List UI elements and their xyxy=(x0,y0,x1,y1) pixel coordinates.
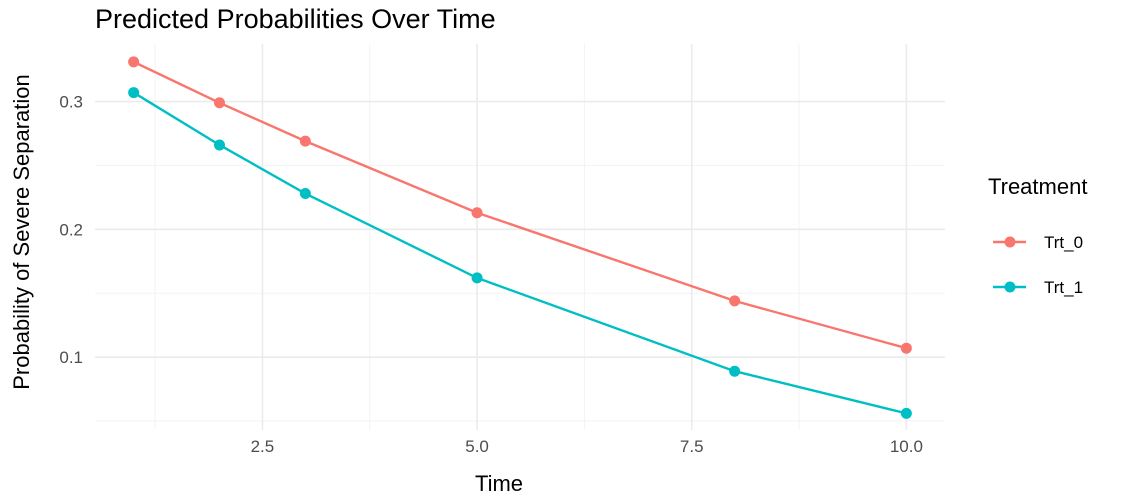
legend-title: Treatment xyxy=(988,174,1087,199)
x-axis-ticks: 2.5 5.0 7.5 10.0 xyxy=(251,437,923,456)
legend: Treatment Trt_0 Trt_1 xyxy=(988,174,1087,297)
x-tick-label: 7.5 xyxy=(680,437,704,456)
legend-point-key xyxy=(1004,236,1016,248)
legend-item: Trt_1 xyxy=(993,278,1083,297)
data-point xyxy=(128,87,140,99)
data-point xyxy=(128,56,140,68)
y-tick-label: 0.2 xyxy=(59,220,83,239)
y-axis-ticks: 0.1 0.2 0.3 xyxy=(59,93,83,368)
legend-label: Trt_0 xyxy=(1044,233,1083,252)
series-Trt_1 xyxy=(128,87,912,419)
data-point xyxy=(729,295,741,307)
data-point xyxy=(900,342,912,354)
y-tick-label: 0.3 xyxy=(59,93,83,112)
data-point xyxy=(213,97,225,109)
legend-items: Trt_0 Trt_1 xyxy=(993,233,1083,297)
y-tick-label: 0.1 xyxy=(59,348,83,367)
legend-item: Trt_0 xyxy=(993,233,1083,252)
series-Trt_0 xyxy=(128,56,912,354)
data-point xyxy=(471,207,483,219)
x-axis-title: Time xyxy=(475,471,523,496)
series-group xyxy=(128,56,912,419)
data-point xyxy=(213,139,225,151)
data-point xyxy=(900,407,912,419)
x-tick-label: 2.5 xyxy=(251,437,275,456)
chart-title: Predicted Probabilities Over Time xyxy=(95,4,496,34)
y-axis-title: Probability of Severe Separation xyxy=(9,74,34,390)
data-point xyxy=(299,135,311,147)
series-line xyxy=(133,60,907,350)
series-line xyxy=(133,91,907,415)
x-tick-label: 5.0 xyxy=(465,437,489,456)
legend-label: Trt_1 xyxy=(1044,278,1083,297)
legend-point-key xyxy=(1004,281,1016,293)
data-point xyxy=(729,365,741,377)
x-tick-label: 10.0 xyxy=(890,437,923,456)
data-point xyxy=(299,188,311,200)
data-point xyxy=(471,272,483,284)
